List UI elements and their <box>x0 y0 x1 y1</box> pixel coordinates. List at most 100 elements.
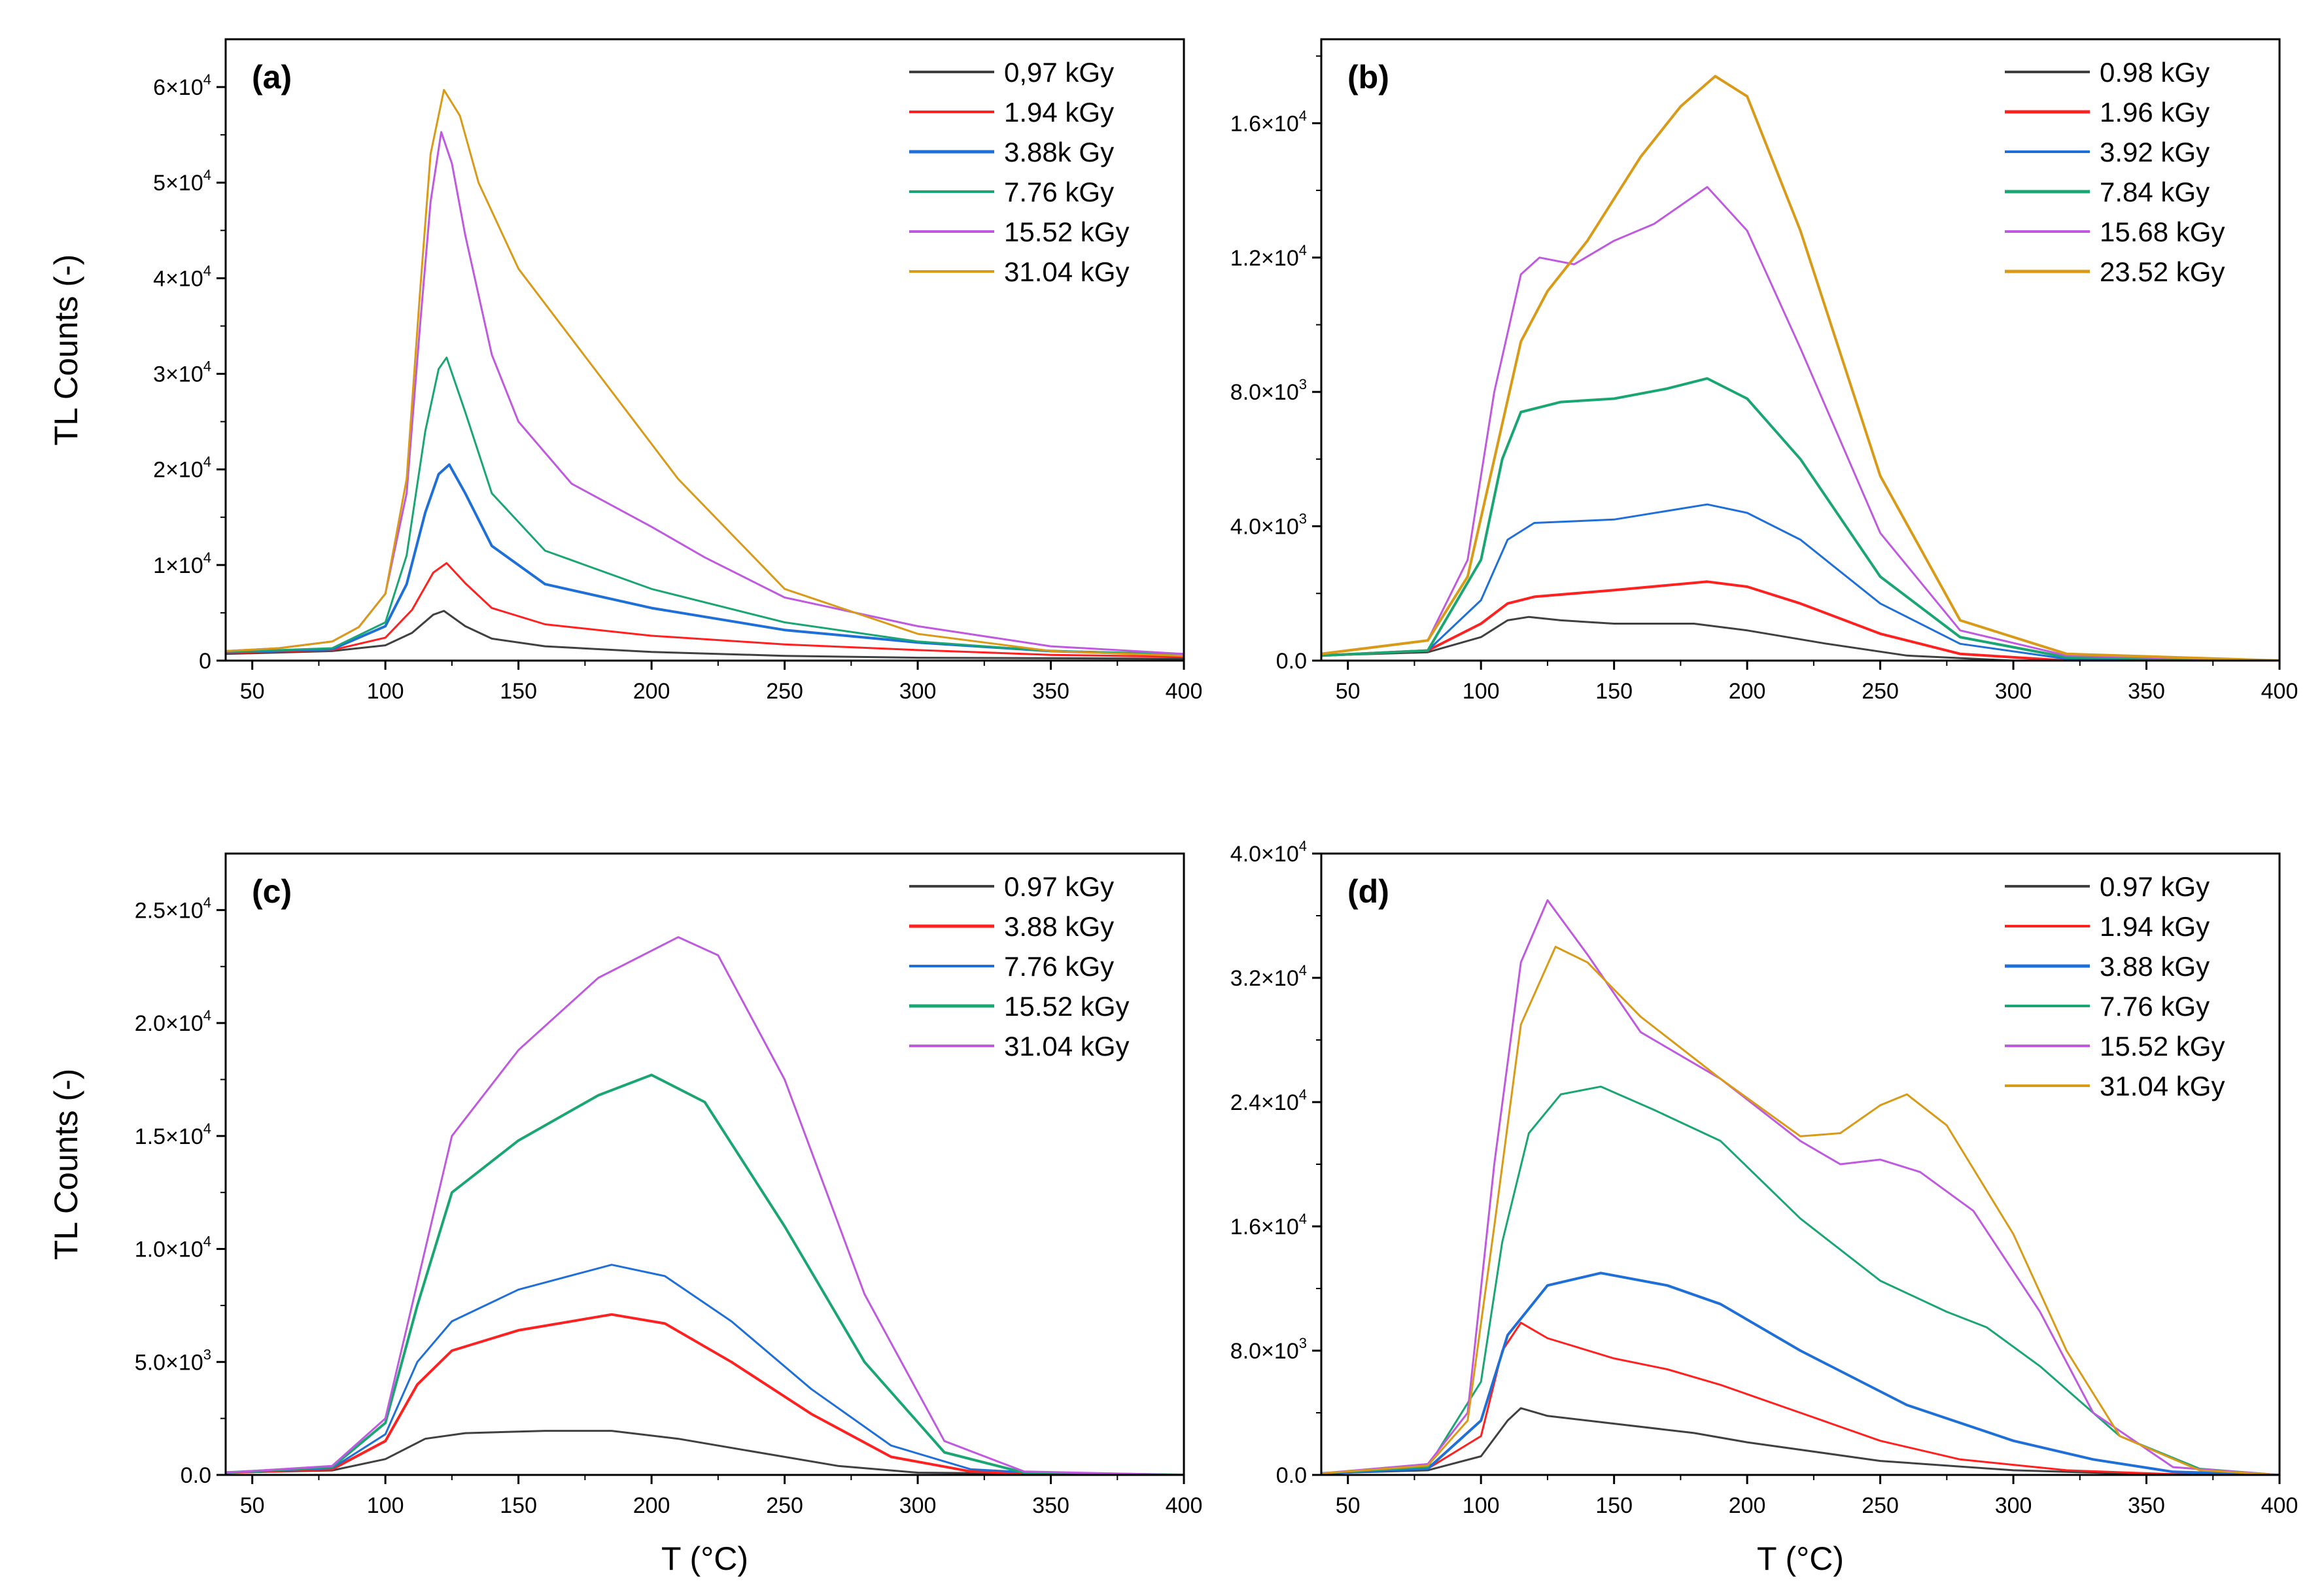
x-tick-label: 150 <box>1595 679 1633 704</box>
series-line-0 <box>1321 615 2280 661</box>
series-line-4 <box>1321 186 2280 661</box>
x-tick-label: 350 <box>2128 1493 2165 1518</box>
series-line-3 <box>226 1073 1184 1475</box>
legend-label: 1.96 kGy <box>2100 97 2210 128</box>
x-tick-label: 300 <box>1995 1493 2032 1518</box>
legend-label: 1.94 kGy <box>1004 97 1114 128</box>
x-tick-label: 400 <box>1166 1493 1203 1518</box>
plot-frame <box>224 852 1185 1476</box>
legend-label: 31.04 kGy <box>2100 1071 2225 1101</box>
y-tick-label: 6×104 <box>153 71 211 100</box>
panel-label: (d) <box>1347 873 1389 910</box>
series-group <box>226 936 1184 1475</box>
legend-label: 31.04 kGy <box>1004 1031 1129 1062</box>
x-tick-label: 250 <box>1862 679 1899 704</box>
series-line-2 <box>1321 1272 2280 1475</box>
series-line-0 <box>226 610 1184 660</box>
series-line-3 <box>1321 377 2280 661</box>
series-group <box>1321 75 2280 661</box>
series-line-5 <box>226 89 1184 657</box>
y-tick-label: 0 <box>199 649 211 674</box>
y-tick-label: 0.0 <box>1276 649 1307 674</box>
x-tick-label: 50 <box>240 679 265 704</box>
x-tick-label: 100 <box>367 679 404 704</box>
x-tick-label: 350 <box>1032 1493 1069 1518</box>
legend-label: 15.52 kGy <box>2100 1031 2225 1062</box>
series-line-3 <box>226 356 1184 655</box>
panel-label: (c) <box>252 873 292 910</box>
legend: 0.98 kGy 1.96 kGy 3.92 kGy 7.84 kGy 15.68 kG… <box>2005 57 2225 287</box>
series-line-1 <box>1321 580 2280 661</box>
panel-b: 50 100 150 200 250 300 350 400 0.0 4.0×103 8.0×103… <box>1230 38 2298 704</box>
plot-frame <box>224 38 1185 662</box>
x-tick-label: 400 <box>2261 1493 2298 1518</box>
y-tick-label: 4.0×103 <box>1230 511 1307 540</box>
x-tick-label: 200 <box>633 1493 670 1518</box>
x-tick-label: 50 <box>1336 1493 1361 1518</box>
x-tick-label: 400 <box>2261 679 2298 704</box>
y-tick-label: 4.0×104 <box>1230 838 1307 867</box>
x-tick-label: 350 <box>1032 679 1069 704</box>
legend-label: 0.98 kGy <box>2100 57 2210 88</box>
legend: 0.97 kGy 1.94 kGy 3.88 kGy 7.76 kGy 15.52 kG… <box>2005 871 2225 1101</box>
legend-label: 7.76 kGy <box>1004 951 1114 982</box>
legend-label: 3.88k Gy <box>1004 137 1114 167</box>
y-tick-label: 1.0×104 <box>135 1234 211 1262</box>
legend-label: 7.76 kGy <box>1004 177 1114 207</box>
y-tick-label: 2.0×104 <box>135 1007 211 1036</box>
x-tick-label: 100 <box>1463 1493 1500 1518</box>
y-tick-label: 2.4×104 <box>1230 1086 1307 1115</box>
x-tick-label: 250 <box>766 679 803 704</box>
legend-label: 7.84 kGy <box>2100 177 2210 207</box>
y-axis-title: TL Counts (-) <box>48 254 84 446</box>
panel-c: 50 100 150 200 250 300 350 400 0.0 5.0×103 1.0×104… <box>48 852 1203 1577</box>
x-tick-label: 100 <box>367 1493 404 1518</box>
x-axis-title: T (°C) <box>1757 1540 1844 1577</box>
series-group <box>226 89 1184 660</box>
y-axis-title: TL Counts (-) <box>48 1069 84 1260</box>
x-tick-label: 50 <box>240 1493 265 1518</box>
plot-frame <box>1320 38 2281 662</box>
legend-label: 23.52 kGy <box>2100 256 2225 287</box>
legend-label: 1.94 kGy <box>2100 911 2210 942</box>
legend-label: 3.88 kGy <box>1004 911 1114 942</box>
series-line-0 <box>226 1430 1184 1475</box>
x-tick-label: 100 <box>1463 679 1500 704</box>
series-line-0 <box>1321 1407 2280 1475</box>
y-tick-label: 8.0×103 <box>1230 376 1307 405</box>
y-tick-label: 1×104 <box>153 549 211 578</box>
y-tick-label: 2×104 <box>153 454 211 483</box>
series-line-5 <box>1321 75 2280 661</box>
x-tick-label: 150 <box>1595 1493 1633 1518</box>
legend-label: 31.04 kGy <box>1004 256 1129 287</box>
y-tick-label: 1.6×104 <box>1230 107 1307 136</box>
y-tick-label: 5×104 <box>153 167 211 196</box>
y-tick-label: 8.0×103 <box>1230 1335 1307 1364</box>
x-tick-label: 250 <box>766 1493 803 1518</box>
series-line-1 <box>226 562 1184 658</box>
legend-label: 15.52 kGy <box>1004 991 1129 1022</box>
x-tick-label: 150 <box>500 1493 537 1518</box>
legend-label: 3.88 kGy <box>2100 951 2210 982</box>
series-line-3 <box>1321 1085 2280 1475</box>
series-line-4 <box>226 936 1184 1475</box>
legend-label: 0.97 kGy <box>2100 871 2210 902</box>
series-line-4 <box>1321 899 2280 1475</box>
x-tick-label: 150 <box>500 679 537 704</box>
x-tick-label: 300 <box>899 1493 937 1518</box>
y-tick-label: 4×104 <box>153 262 211 291</box>
y-tick-label: 1.6×104 <box>1230 1211 1307 1239</box>
x-tick-label: 200 <box>1729 679 1766 704</box>
x-tick-label: 200 <box>633 679 670 704</box>
series-line-4 <box>226 131 1184 655</box>
y-tick-label: 3.2×104 <box>1230 962 1307 991</box>
panel-label: (b) <box>1347 59 1389 95</box>
x-tick-label: 250 <box>1862 1493 1899 1518</box>
x-tick-label: 400 <box>1166 679 1203 704</box>
legend: 0,97 kGy 1.94 kGy 3.88k Gy 7.76 kGy 15.52 kG… <box>909 57 1129 287</box>
legend: 0.97 kGy 3.88 kGy 7.76 kGy 15.52 kGy 31.04 k… <box>909 871 1129 1062</box>
x-tick-label: 350 <box>2128 679 2165 704</box>
y-tick-label: 2.5×104 <box>135 894 211 923</box>
y-tick-label: 5.0×103 <box>135 1346 211 1375</box>
